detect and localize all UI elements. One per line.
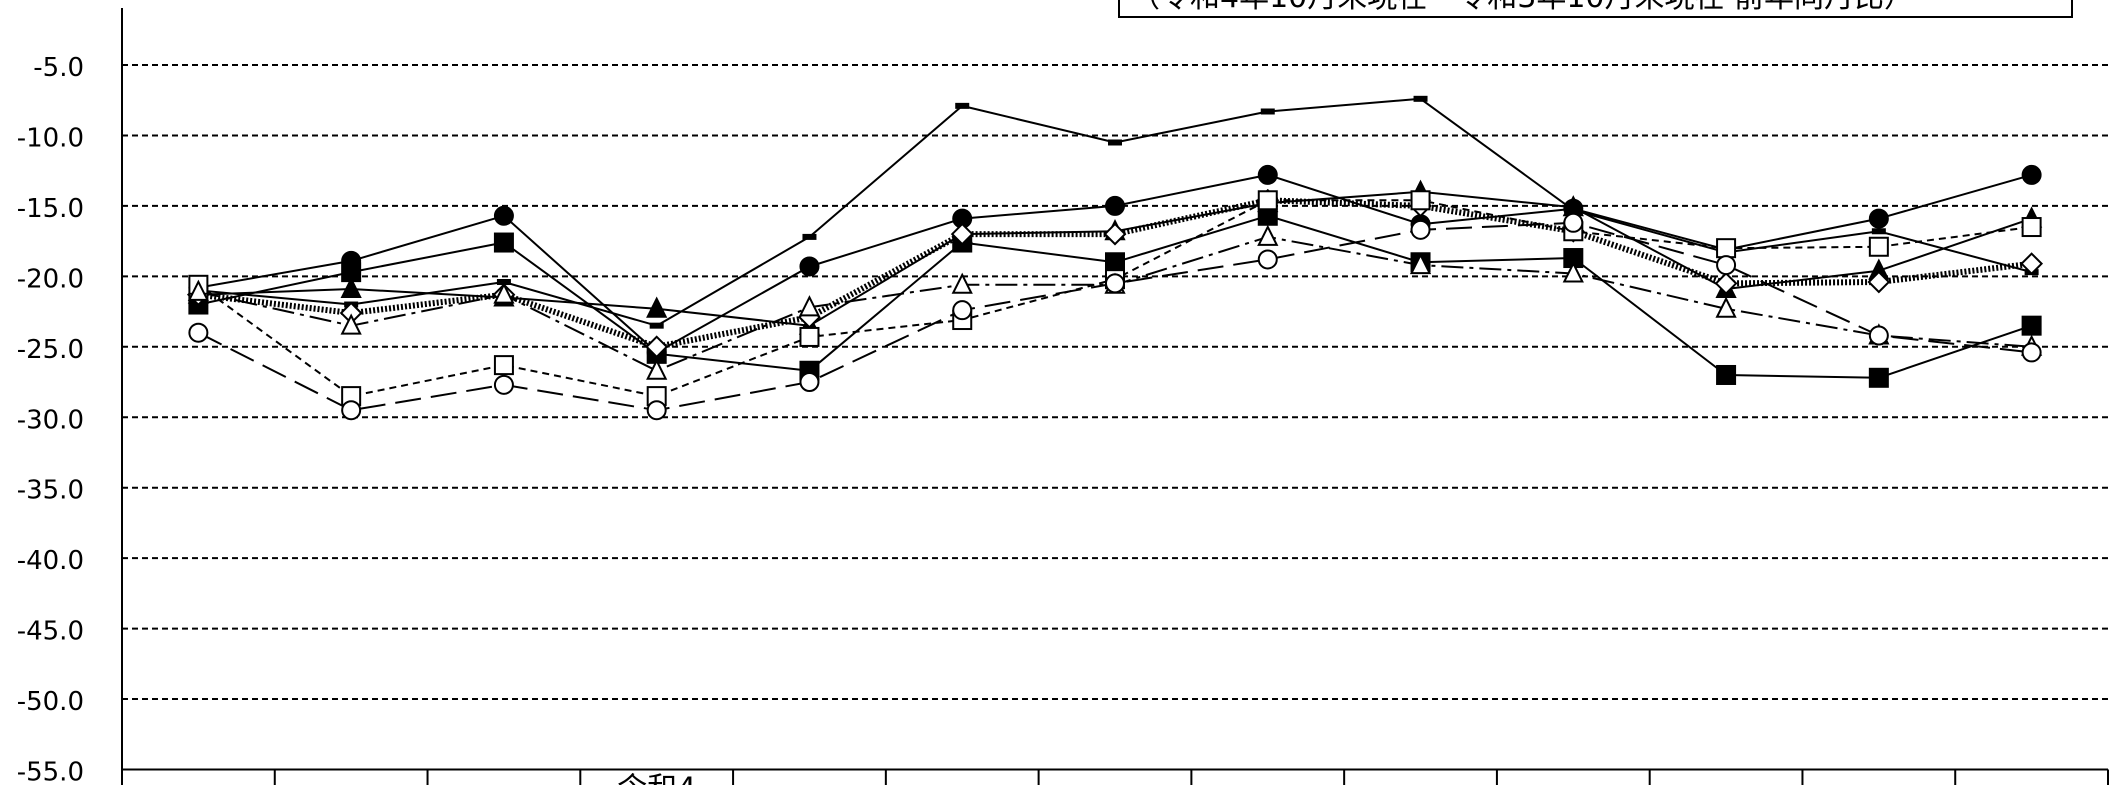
marker-dash xyxy=(802,233,817,240)
y-tick-label: -55.0 xyxy=(17,758,84,785)
marker-dash xyxy=(1871,228,1886,235)
marker-open-circle xyxy=(1868,325,1889,346)
marker-open-circle xyxy=(1105,273,1125,294)
marker-dash xyxy=(1413,95,1428,102)
marker-filled-triangle xyxy=(646,296,668,318)
marker-open-circle xyxy=(2021,342,2042,363)
marker-open-diamond xyxy=(2020,252,2044,276)
marker-open-square xyxy=(1257,190,1278,211)
marker-open-triangle xyxy=(1715,296,1737,318)
marker-filled-triangle xyxy=(340,276,362,299)
marker-open-circle xyxy=(646,400,667,421)
marker-filled-circle xyxy=(493,205,514,226)
series-line-8 xyxy=(197,221,2032,412)
marker-filled-square xyxy=(1105,252,1125,273)
marker-filled-circle xyxy=(1868,208,1889,229)
axes: -5.0 -10.0 -15.0 -20.0 -25.0 -30.0 -35.0 -40.0 -… xyxy=(17,8,2109,785)
y-tick-label: -30.0 xyxy=(17,405,84,435)
y-tick-label: -20.0 xyxy=(17,264,84,294)
marker-open-triangle xyxy=(493,282,515,304)
marker-filled-circle xyxy=(2021,164,2042,185)
marker-open-triangle xyxy=(1409,252,1432,275)
marker-filled-square xyxy=(2021,315,2042,336)
marker-open-triangle xyxy=(951,272,973,294)
marker-dash xyxy=(1566,207,1581,214)
y-tick-label: -50.0 xyxy=(17,687,84,717)
x-category-label: 令和4 xyxy=(617,772,696,785)
marker-dash xyxy=(1260,108,1275,115)
marker-open-triangle xyxy=(798,295,821,317)
y-tick-label: -15.0 xyxy=(17,194,84,224)
marker-open-triangle xyxy=(646,358,668,380)
marker-open-circle xyxy=(1257,249,1278,270)
marker-open-triangle xyxy=(340,313,362,335)
marker-open-diamond xyxy=(950,222,974,246)
marker-open-circle xyxy=(799,372,820,393)
y-tick-label: -40.0 xyxy=(17,546,84,576)
marker-open-circle xyxy=(1410,219,1431,240)
y-tick-label: -35.0 xyxy=(17,476,84,506)
marker-filled-circle xyxy=(1257,164,1278,185)
marker-open-square xyxy=(2021,217,2042,238)
y-tick-label: -5.0 xyxy=(33,53,84,83)
marker-open-diamond xyxy=(1103,222,1127,246)
chart-note: （令和4年10月末現在 令和3年10月末現在 前年同月比） xyxy=(1118,0,2073,18)
marker-open-diamond xyxy=(1867,270,1891,294)
marker-filled-square xyxy=(493,232,514,253)
y-tick-label: -45.0 xyxy=(17,617,84,647)
marker-open-circle xyxy=(1563,212,1584,233)
marker-dash xyxy=(1108,139,1122,146)
y-tick-label: -25.0 xyxy=(17,335,84,365)
series-markers xyxy=(186,95,2044,421)
marker-open-triangle xyxy=(1562,261,1584,283)
marker-open-square xyxy=(1716,238,1737,259)
marker-open-square xyxy=(1410,190,1431,211)
marker-open-diamond xyxy=(645,335,669,359)
marker-open-circle xyxy=(952,300,973,321)
grid-lines xyxy=(122,64,2108,701)
y-tick-label: -10.0 xyxy=(17,123,84,153)
marker-open-circle xyxy=(493,374,514,395)
marker-open-circle xyxy=(188,322,209,343)
marker-open-circle xyxy=(341,400,362,421)
marker-open-diamond xyxy=(1714,271,1738,295)
marker-open-square xyxy=(493,355,514,376)
marker-filled-circle xyxy=(1105,195,1125,216)
marker-filled-circle xyxy=(799,256,820,277)
marker-dash xyxy=(955,102,970,109)
marker-filled-square xyxy=(1868,367,1889,388)
marker-open-triangle xyxy=(1257,224,1279,246)
marker-open-square xyxy=(1868,236,1889,257)
marker-filled-square xyxy=(1716,364,1737,385)
marker-open-square xyxy=(799,326,820,347)
marker-open-circle xyxy=(1716,255,1737,276)
marker-open-triangle xyxy=(187,279,210,301)
marker-dash xyxy=(496,278,511,285)
marker-dash xyxy=(649,322,664,329)
